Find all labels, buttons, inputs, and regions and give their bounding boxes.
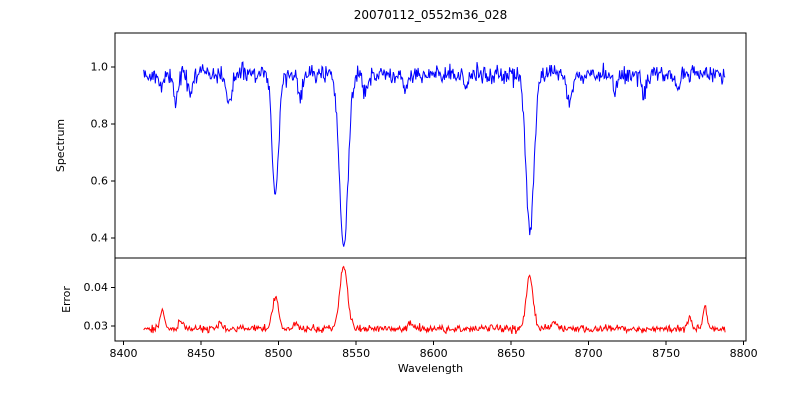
svg-text:8550: 8550 — [342, 347, 370, 360]
svg-text:0.04: 0.04 — [84, 281, 109, 294]
svg-text:1.0: 1.0 — [91, 61, 109, 74]
svg-text:8450: 8450 — [187, 347, 215, 360]
y-axis-label-spectrum: Spectrum — [54, 118, 67, 173]
svg-text:8400: 8400 — [110, 347, 138, 360]
svg-text:8750: 8750 — [652, 347, 680, 360]
svg-text:0.03: 0.03 — [84, 319, 109, 332]
svg-text:0.6: 0.6 — [91, 175, 109, 188]
svg-text:0.8: 0.8 — [91, 118, 109, 131]
svg-text:8600: 8600 — [420, 347, 448, 360]
svg-text:0.4: 0.4 — [91, 232, 109, 245]
chart-title: 20070112_0552m36_028 — [353, 8, 508, 22]
x-axis-label: Wavelength — [397, 362, 464, 375]
y-axis-label-error: Error — [60, 286, 73, 313]
svg-text:8650: 8650 — [497, 347, 525, 360]
svg-text:8700: 8700 — [575, 347, 603, 360]
svg-text:8800: 8800 — [730, 347, 758, 360]
svg-text:8500: 8500 — [265, 347, 293, 360]
